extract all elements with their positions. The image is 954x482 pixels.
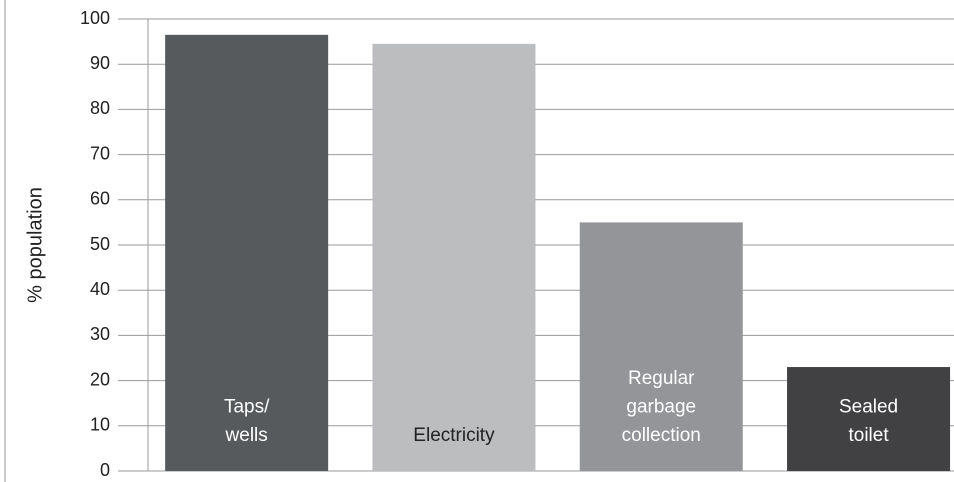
y-tick-label: 30 bbox=[90, 324, 110, 344]
y-tick-label: 50 bbox=[90, 234, 110, 254]
y-tick-label: 60 bbox=[90, 189, 110, 209]
bar bbox=[165, 34, 329, 471]
bar bbox=[787, 367, 951, 471]
y-axis-label: % population bbox=[24, 187, 46, 303]
category-label: Sealed toilet bbox=[839, 397, 898, 447]
y-tick-label: 20 bbox=[90, 369, 110, 389]
bar bbox=[579, 222, 743, 471]
bar bbox=[372, 43, 536, 472]
y-tick-label: 90 bbox=[90, 53, 110, 73]
y-tick-label: 40 bbox=[90, 279, 110, 299]
category-label: Regular garbage collection bbox=[622, 368, 701, 446]
y-tick-label: 10 bbox=[90, 415, 110, 435]
y-tick-label: 70 bbox=[90, 143, 110, 163]
y-tick-label: 100 bbox=[80, 8, 110, 28]
y-tick-label: 0 bbox=[100, 460, 110, 480]
y-tick-label: 80 bbox=[90, 98, 110, 118]
category-label: Taps/wells bbox=[224, 397, 270, 447]
category-label: Electricity bbox=[413, 425, 495, 446]
